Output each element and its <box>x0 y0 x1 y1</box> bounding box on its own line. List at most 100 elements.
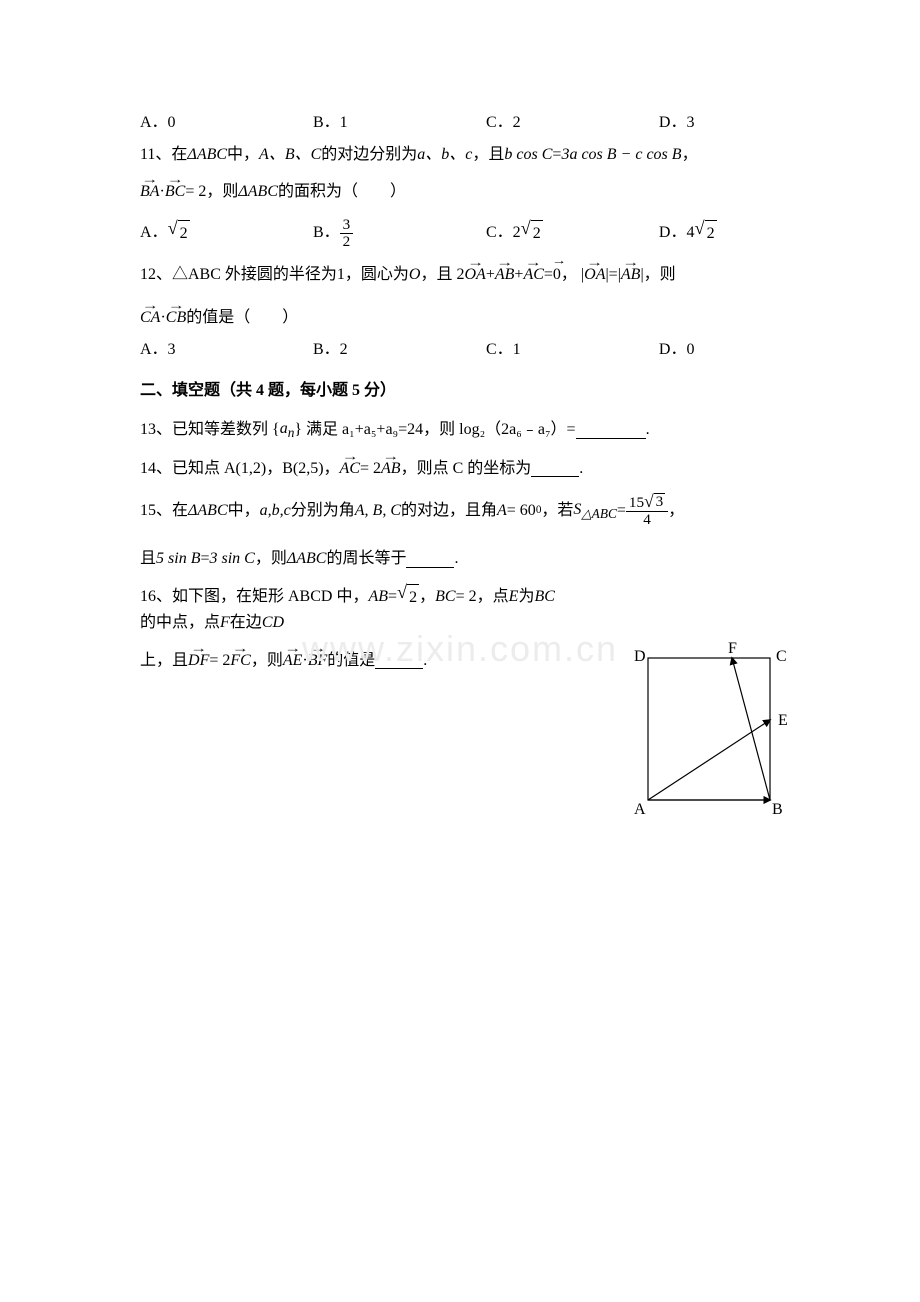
q11-mid1: 中， <box>227 142 259 168</box>
q16-mid3: 在边 <box>230 610 262 636</box>
q11-tri2: ΔABC <box>238 179 278 205</box>
q16-period: . <box>423 648 427 674</box>
q12-opt-d-text: D．0 <box>659 337 695 363</box>
q15-num-sqrt: √3 <box>644 493 665 510</box>
q11-eqn-r: 3a cos B − c cos B <box>561 142 681 168</box>
q15-num-rad: 3 <box>654 493 666 510</box>
q15-tail: 的周长等于 <box>326 546 406 572</box>
q11-prefix: 11、在 <box>140 142 187 168</box>
q15-Ssub: △ABC <box>581 506 616 521</box>
q11-opt-b: B． 32 <box>313 217 486 250</box>
q16-mid1: 为 <box>518 584 534 610</box>
q11-opt-d: D． 4 √2 <box>659 217 780 250</box>
q15-blank <box>406 550 454 568</box>
q11-mid2: 的对边分别为 <box>321 142 417 168</box>
q14: 14、已知点 A(1,2)，B(2,5)， AC = 2 AB ，则点 C 的坐… <box>140 456 780 482</box>
q12-zero: 0 <box>553 262 561 288</box>
q12-prefix: 12、△ABC 外接圆的半径为 <box>140 262 337 288</box>
q11-eqn-l: b cos C <box>504 142 552 168</box>
q12-v-oa: OA <box>465 262 486 288</box>
q10-opt-c: C．2 <box>486 110 659 136</box>
q11-sides: a、b、c <box>417 142 472 168</box>
q15-line2: 且 5 sin B = 3 sin C ，则 ΔABC 的周长等于 . <box>140 546 780 572</box>
q13-period: . <box>646 417 650 443</box>
q15-ABC: A, B, C <box>355 498 401 524</box>
q16-eq1: = <box>388 584 397 610</box>
q16-E: E <box>509 584 519 610</box>
q11-vars: A、B、C <box>259 142 321 168</box>
q11-opt-a-val: 2 <box>178 220 190 247</box>
q15-line1: 15、在 ΔABC 中， a,b,c 分别为角 A, B, C 的对边，且角 A… <box>140 493 780 528</box>
q16-comma1: ， <box>419 584 435 610</box>
q10-opt-a-text: A．0 <box>140 110 176 136</box>
q14-ac: AC <box>340 456 360 482</box>
q15-mid4: ，若 <box>541 498 573 524</box>
q11-opt-c: C． 2 √2 <box>486 217 659 250</box>
q13-a: a <box>280 420 288 437</box>
q15-sin1: 5 sin B <box>156 546 200 572</box>
q12-tail: 的值是（ ） <box>186 305 298 331</box>
radical-icon: √ <box>168 220 178 237</box>
q11-mid3: ，且 <box>472 142 504 168</box>
q16-mid2: 的中点，点 <box>140 610 220 636</box>
q11-opt-d-label: D． <box>659 220 687 246</box>
q11-options: A． √2 B． 32 C． 2 √2 D． 4 √2 <box>140 217 780 250</box>
svg-text:E: E <box>778 712 788 729</box>
q15-mid5: ，则 <box>255 546 287 572</box>
q12-opt-b: B．2 <box>313 337 486 363</box>
q15-tri2: ΔABC <box>287 546 327 572</box>
q11-opt-c-coef: 2 <box>513 220 521 246</box>
q13-sub: n <box>288 425 295 440</box>
q15-tri: ΔABC <box>188 498 228 524</box>
q11-mid4: ，则 <box>206 179 238 205</box>
q14-period: . <box>579 456 583 482</box>
radical-icon: √ <box>644 493 654 510</box>
q16-CD: CD <box>262 610 284 636</box>
q15-mid1: 中， <box>228 498 260 524</box>
q12-ca: CA <box>140 305 160 331</box>
q16-blank <box>375 652 423 670</box>
q12-opt-a-text: A．3 <box>140 337 176 363</box>
q12-opt-c: C．1 <box>486 337 659 363</box>
q16-DF: DF <box>188 648 209 674</box>
q12-cb: CB <box>166 305 186 331</box>
svg-text:B: B <box>772 801 783 818</box>
q12-mid1: ，圆心为 <box>345 262 409 288</box>
q11-opt-b-label: B． <box>313 220 340 246</box>
q15-frac: 15√3 4 <box>626 493 668 528</box>
q11-opt-d-sqrt: √2 <box>694 220 716 247</box>
svg-text:D: D <box>634 648 646 665</box>
q12-abs-oa: OA <box>584 262 605 288</box>
q15-A: A <box>497 498 507 524</box>
q11-opt-c-label: C． <box>486 220 513 246</box>
rectangle-diagram: DCABEF <box>630 640 800 820</box>
q13-prefix: 13、已知等差数列 { <box>140 417 280 443</box>
q16-line2a: 上，且 <box>140 648 188 674</box>
q13-seq: an <box>280 416 295 444</box>
q16-abval: 2 <box>407 584 419 611</box>
q11-opt-b-den: 2 <box>340 234 354 250</box>
q15-num: 15√3 <box>626 493 668 512</box>
q11-tri: ΔABC <box>187 142 227 168</box>
q15-eqmid: = <box>200 546 209 572</box>
q12-options: A．3 B．2 C．1 D．0 <box>140 337 780 363</box>
q16-BF: BF <box>308 648 328 674</box>
q12-opt-c-text: C．1 <box>486 337 521 363</box>
q11-vec-ba: BA <box>140 179 160 205</box>
q10-opt-d-text: D．3 <box>659 110 695 136</box>
q10-opt-b-text: B．1 <box>313 110 348 136</box>
q16-figure: DCABEF <box>630 640 800 829</box>
q16-BC: BC <box>435 584 455 610</box>
q15-S: S△ABC <box>573 497 616 525</box>
q12-abs-ab: AB <box>621 262 641 288</box>
svg-text:A: A <box>634 801 646 818</box>
q15-sin2: 3 sin C <box>210 546 255 572</box>
q15-den: 4 <box>640 512 654 528</box>
q11-opt-d-coef: 4 <box>686 220 694 246</box>
q12-mid3: ，则 <box>644 262 676 288</box>
q12-opt-b-text: B．2 <box>313 337 348 363</box>
radical-icon: √ <box>397 584 407 601</box>
q12-line1: 12、△ABC 外接圆的半径为 1 ，圆心为 O ，且 2 OA + AB + … <box>140 262 780 288</box>
q16-AB: AB <box>368 584 388 610</box>
q10-opt-d: D．3 <box>659 110 780 136</box>
